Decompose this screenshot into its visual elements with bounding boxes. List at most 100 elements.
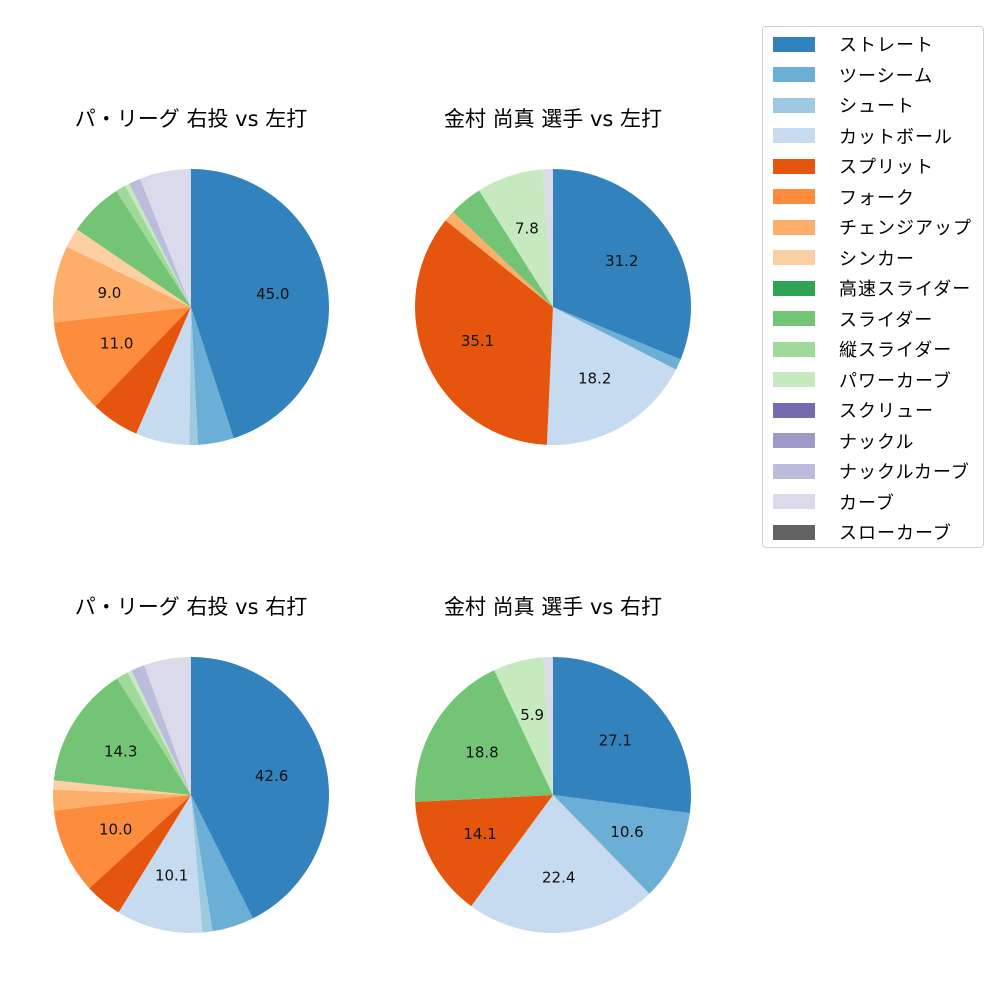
pie-slice <box>191 657 329 919</box>
panel-title: パ・リーグ 右投 vs 左打 <box>74 107 308 131</box>
pie-slice <box>543 657 553 795</box>
pie-slice <box>553 657 691 814</box>
pie-slice <box>66 229 191 307</box>
slice-label: 27.1 <box>599 731 632 749</box>
legend-swatch <box>773 97 815 113</box>
legend-label: ナックル <box>839 431 915 453</box>
pie-slice <box>116 185 191 307</box>
slice-label: 45.0 <box>256 285 289 303</box>
legend-swatch <box>773 128 815 143</box>
legend-swatch <box>773 280 815 296</box>
slice-label: 22.4 <box>542 869 575 887</box>
panel-title: 金村 尚真 選手 vs 右打 <box>443 595 663 619</box>
pie-slice <box>53 780 191 795</box>
slice-label: 18.8 <box>465 743 498 761</box>
legend-label: パワーカーブ <box>839 370 952 392</box>
slice-label: 9.0 <box>97 284 121 302</box>
legend-item: フォーク <box>773 186 915 209</box>
pie-chart: 31.2 18.2 35.1 7.8 <box>415 169 691 445</box>
pie-slice <box>136 307 191 445</box>
pie-slice <box>131 665 191 795</box>
legend-swatch <box>773 494 815 509</box>
legend-swatch <box>773 158 815 174</box>
pie-slice <box>546 307 676 445</box>
legend-item: カットボール <box>773 125 953 148</box>
legend-label: チェンジアップ <box>839 218 972 239</box>
legend-item: パワーカーブ <box>773 369 952 392</box>
pie-panel-league-vs-left: パ・リーグ 右投 vs 左打 45.0 11.0 9.0 <box>26 100 356 520</box>
pie-slice <box>127 670 191 795</box>
legend-swatch <box>773 67 815 82</box>
pie-slice <box>118 795 203 933</box>
legend-label: スプリット <box>839 157 934 178</box>
slice-label: 35.1 <box>461 332 494 350</box>
slice-label: 14.1 <box>463 825 496 843</box>
legend-label: シンカー <box>839 248 915 270</box>
legend-item: スクリュー <box>773 399 934 422</box>
legend-swatch <box>773 463 815 479</box>
slice-label: 10.1 <box>155 867 188 885</box>
legend-item: ナックル <box>773 430 915 453</box>
legend-item: スライダー <box>773 308 933 331</box>
slice-label: 10.0 <box>99 820 132 838</box>
legend-swatch <box>773 36 815 52</box>
pie-slice <box>553 169 691 360</box>
pie-slice <box>452 190 553 307</box>
legend-swatch <box>773 372 815 387</box>
pie-slice <box>191 795 213 933</box>
pie-slice <box>53 246 191 323</box>
pie-slice <box>53 307 191 407</box>
legend: ストレート ツーシーム シュート カットボール スプリット フォーク チェンジアップ シンカー… <box>762 26 984 548</box>
pie-slice <box>415 220 553 445</box>
legend-swatch <box>773 189 815 204</box>
legend-item: スローカーブ <box>773 521 952 544</box>
legend-swatch <box>773 341 815 357</box>
pie-slice <box>479 169 553 307</box>
pie-slice <box>553 795 690 894</box>
pie-slice <box>53 678 191 795</box>
pie-slice <box>140 169 191 307</box>
pie-slice <box>189 307 198 446</box>
legend-label: 縦スライダー <box>839 340 953 361</box>
legend-swatch <box>773 250 815 265</box>
legend-swatch <box>773 524 815 540</box>
pie-slice <box>76 190 191 307</box>
pie-slice <box>95 307 191 434</box>
legend-swatch <box>773 433 815 448</box>
pie-slice <box>191 169 329 439</box>
pie-slice <box>53 795 191 889</box>
legend-item: 高速スライダー <box>773 277 972 300</box>
legend-swatch <box>773 311 815 326</box>
pie-slice <box>53 789 191 811</box>
slice-label: 31.2 <box>605 252 638 270</box>
legend-label: スローカーブ <box>839 523 952 544</box>
legend-label: 高速スライダー <box>839 279 972 300</box>
pie-slice <box>144 657 191 795</box>
slice-label: 11.0 <box>100 335 133 353</box>
legend-item: スプリット <box>773 155 934 178</box>
pie-chart: 42.6 10.1 10.0 14.3 <box>53 657 329 933</box>
pie-slice <box>445 211 553 307</box>
legend-label: カーブ <box>839 492 895 514</box>
slice-label: 10.6 <box>610 823 643 841</box>
pie-panel-league-vs-right: パ・リーグ 右投 vs 右打 42.6 10.1 10.0 14.3 <box>26 588 356 1008</box>
slice-label: 14.3 <box>104 742 137 760</box>
slice-label: 42.6 <box>255 767 288 785</box>
legend-item: シンカー <box>773 247 915 270</box>
pie-slice <box>542 169 553 307</box>
panel-title: 金村 尚真 選手 vs 左打 <box>443 107 663 131</box>
pie-slice <box>191 307 234 445</box>
pie-slice <box>191 795 253 932</box>
legend-label: スクリュー <box>839 401 934 422</box>
pie-slice <box>415 670 553 802</box>
panel-title: パ・リーグ 右投 vs 右打 <box>74 595 308 619</box>
pie-chart: 27.1 10.6 22.4 14.1 18.8 5.9 <box>415 657 691 933</box>
legend-item: ナックルカーブ <box>773 460 970 483</box>
legend-label: フォーク <box>839 187 915 209</box>
pie-chart: 45.0 11.0 9.0 <box>53 169 329 446</box>
pie-slice <box>471 795 650 933</box>
legend-label: ストレート <box>839 35 934 56</box>
legend-item: チェンジアップ <box>773 216 972 239</box>
legend-label: シュート <box>839 96 915 117</box>
legend-item: 縦スライダー <box>773 338 953 361</box>
